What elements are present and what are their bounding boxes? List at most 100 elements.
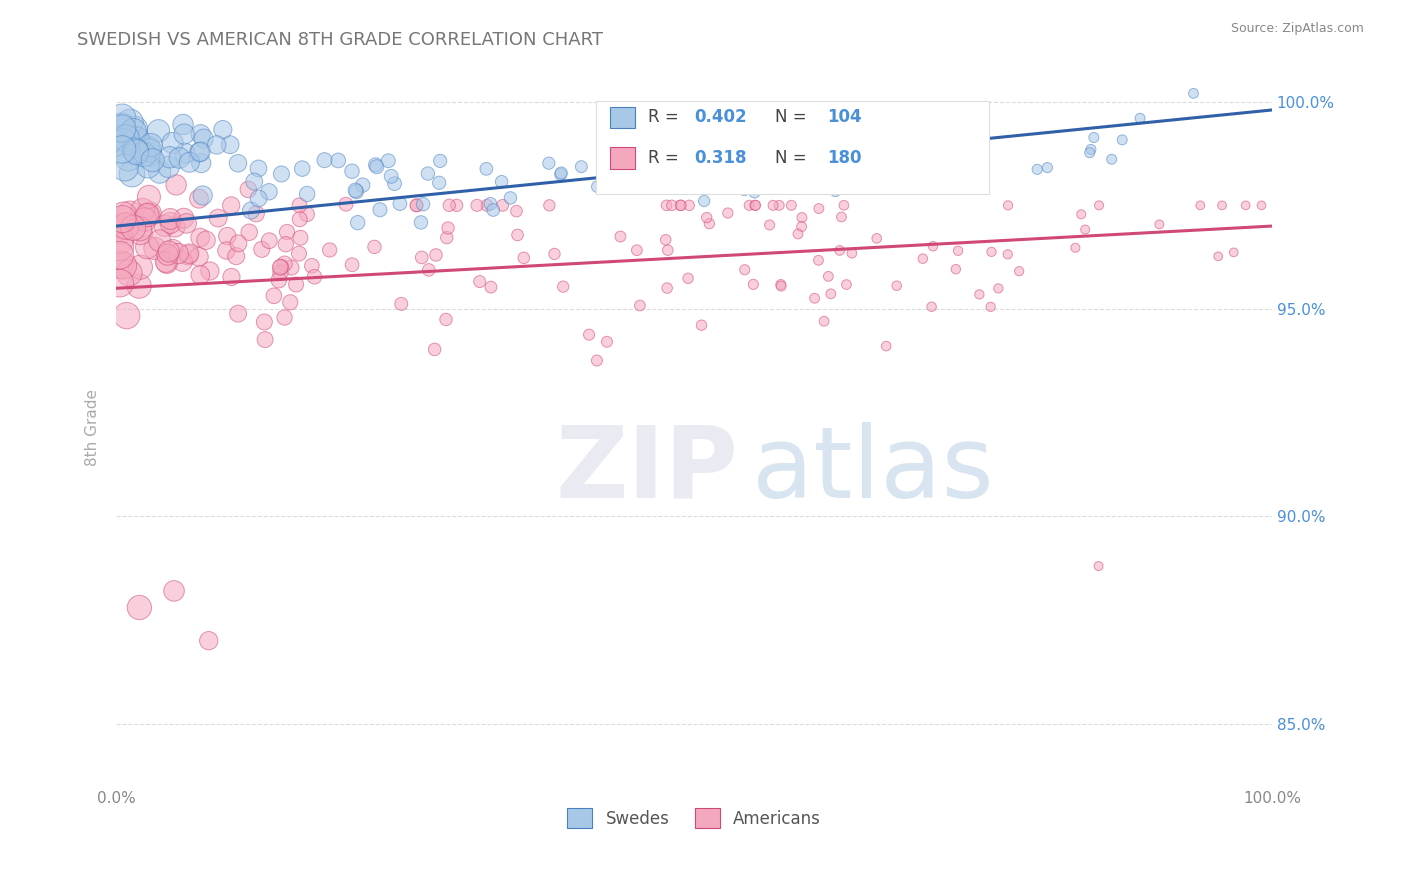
Point: [346, 216, 368, 230]
Point: [832, 198, 855, 212]
Point: [295, 186, 318, 201]
Point: [159, 212, 181, 227]
Point: [807, 253, 830, 268]
Point: [807, 202, 830, 216]
Point: [835, 277, 858, 292]
Point: [696, 211, 718, 225]
Point: [657, 243, 679, 257]
Point: [172, 118, 194, 132]
Point: [429, 153, 451, 168]
Point: [165, 178, 187, 192]
Point: [273, 257, 295, 271]
Point: [219, 198, 242, 212]
Point: [122, 124, 145, 138]
Point: [162, 243, 184, 257]
Point: [173, 211, 195, 226]
Point: [121, 132, 143, 146]
Point: [858, 162, 880, 177]
Point: [162, 136, 184, 150]
Point: [167, 246, 190, 260]
Point: [157, 244, 180, 259]
Point: [174, 146, 197, 161]
Point: [569, 160, 592, 174]
Point: [267, 273, 290, 287]
Point: [148, 124, 170, 138]
Point: [139, 138, 162, 153]
Point: [436, 230, 458, 244]
Point: [149, 165, 172, 179]
Point: [111, 120, 134, 134]
Point: [1080, 143, 1102, 157]
Point: [768, 198, 790, 212]
Point: [163, 583, 186, 598]
Point: [156, 247, 179, 261]
Point: [131, 203, 153, 218]
Point: [1064, 241, 1087, 255]
Point: [654, 233, 676, 247]
Text: 0.318: 0.318: [695, 149, 747, 167]
Point: [153, 219, 176, 233]
Point: [513, 251, 536, 265]
Point: [259, 234, 281, 248]
Point: [946, 244, 969, 258]
Point: [344, 183, 367, 197]
Point: [969, 287, 991, 301]
Point: [143, 242, 166, 256]
Point: [655, 281, 678, 295]
Point: [744, 186, 766, 200]
Point: [506, 227, 529, 242]
Point: [288, 198, 311, 212]
Point: [416, 167, 439, 181]
Point: [1111, 133, 1133, 147]
Point: [738, 198, 761, 212]
Point: [669, 198, 692, 212]
Point: [550, 166, 572, 180]
Point: [1036, 161, 1059, 175]
Point: [699, 217, 721, 231]
Point: [215, 244, 238, 258]
Bar: [610, 106, 636, 128]
Point: [136, 208, 159, 222]
Point: [291, 161, 314, 176]
Point: [762, 198, 785, 212]
Point: [997, 247, 1019, 261]
Point: [418, 263, 440, 277]
Point: [314, 153, 336, 168]
Point: [412, 197, 434, 211]
Point: [254, 333, 277, 347]
Point: [139, 206, 162, 220]
Point: [111, 111, 134, 125]
Point: [987, 281, 1010, 295]
Point: [1206, 249, 1229, 263]
Point: [744, 198, 766, 212]
Point: [769, 277, 792, 292]
Point: [803, 291, 825, 305]
Point: [828, 244, 851, 258]
Point: [596, 334, 619, 349]
Point: [817, 269, 839, 284]
Point: [118, 266, 141, 280]
Point: [128, 600, 150, 615]
Point: [117, 151, 139, 165]
Point: [118, 207, 141, 221]
Point: [247, 192, 270, 206]
Point: [285, 277, 308, 292]
Point: [586, 179, 609, 194]
Point: [193, 131, 215, 145]
Point: [711, 179, 734, 194]
Point: [661, 198, 683, 212]
Point: [491, 175, 513, 189]
Point: [875, 339, 897, 353]
Point: [609, 229, 631, 244]
Point: [257, 185, 280, 199]
Point: [427, 176, 450, 190]
Point: [1008, 264, 1031, 278]
Point: [820, 286, 842, 301]
Point: [250, 243, 273, 257]
Point: [125, 145, 148, 160]
Point: [245, 207, 267, 221]
Text: N =: N =: [775, 149, 811, 167]
Point: [108, 257, 131, 271]
Text: 180: 180: [827, 149, 862, 167]
Text: SWEDISH VS AMERICAN 8TH GRADE CORRELATION CHART: SWEDISH VS AMERICAN 8TH GRADE CORRELATIO…: [77, 31, 603, 49]
